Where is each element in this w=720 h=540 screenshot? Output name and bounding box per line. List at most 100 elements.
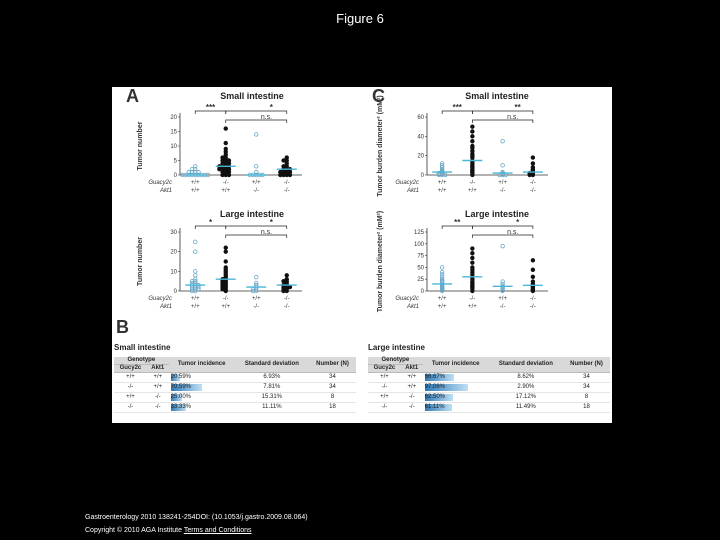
y-tick-label: 60 [417, 115, 424, 121]
data-point [436, 170, 442, 176]
data-point [189, 166, 195, 172]
data-point [500, 243, 505, 249]
data-point [500, 279, 505, 284]
incidence-table-large: Genotype Tumor incidence Standard deviat… [368, 357, 610, 413]
incidence-value: 61.11% [424, 404, 445, 410]
y-tick-label: 0 [421, 173, 425, 179]
data-point [287, 284, 293, 290]
incidence-value: 25.00% [170, 394, 192, 400]
category-gucy2c: -/- [470, 180, 476, 186]
data-point [439, 287, 445, 292]
header-akt1: Akt1 [146, 364, 169, 373]
category-akt1: +/+ [191, 304, 200, 310]
data-point [193, 164, 198, 169]
data-point [284, 161, 289, 166]
cell-gucy2c: +/+ [368, 372, 401, 383]
data-point [439, 278, 445, 283]
data-point [281, 164, 286, 169]
cell-gucy2c: -/- [368, 402, 401, 413]
cell-sd: 11.49% [488, 402, 563, 413]
cell-incidence: 33.33% [168, 402, 235, 413]
significance-bracket [225, 110, 288, 114]
significance-label: * [270, 218, 274, 227]
y-tick-label: 125 [414, 230, 425, 236]
data-point [530, 161, 536, 166]
category-akt1: +/+ [468, 304, 477, 310]
data-point [470, 267, 475, 272]
data-point [470, 272, 475, 277]
data-point [439, 285, 445, 291]
data-point [254, 164, 259, 169]
category-gucy2c: +/+ [252, 180, 261, 186]
cell-incidence: 70.59% [168, 382, 235, 393]
category-gucy2c: +/+ [191, 296, 200, 302]
data-point [500, 163, 505, 168]
incidence-bar [170, 384, 202, 391]
category-akt1: -/- [500, 188, 506, 194]
copyright-text: Copyright © 2010 AGA Institute [85, 527, 182, 534]
y-tick-label: 75 [417, 254, 424, 260]
chart-title: Small intestine [465, 91, 529, 101]
significance-bracket [472, 110, 534, 114]
copyright-line: Copyright © 2010 AGA Institute Terms and… [85, 527, 252, 534]
y-axis-label: Tumor number [137, 121, 144, 170]
cell-sd: 17.12% [488, 392, 563, 403]
genotype-label-gucy2c: Guacy2c [395, 180, 419, 186]
genotype-label-akt1: Akt1 [159, 304, 172, 310]
data-point [226, 172, 232, 178]
cell-incidence: 20.59% [168, 372, 235, 383]
cell-akt1: +/+ [400, 372, 423, 383]
cell-n: 34 [563, 372, 610, 383]
data-point [530, 274, 536, 280]
data-point [223, 140, 228, 146]
data-point [254, 169, 259, 175]
data-point [220, 286, 225, 292]
data-point [254, 132, 259, 137]
category-gucy2c: +/+ [498, 180, 507, 186]
significance-label: ** [515, 103, 522, 112]
table-row: +/+ -/- 62.50% 17.12% 8 [368, 392, 610, 403]
data-point [439, 168, 445, 174]
data-point [220, 172, 225, 178]
data-point [470, 246, 475, 251]
table-row: +/+ +/+ 66.67% 8.62% 34 [368, 372, 610, 383]
data-point [189, 288, 195, 294]
data-point [217, 166, 222, 172]
table-row: -/- +/+ 97.06% 2.90% 34 [368, 382, 610, 393]
category-gucy2c: +/+ [252, 296, 261, 302]
panel-label-a: A [126, 87, 139, 106]
table-row: +/+ -/- 25.00% 15.31% 8 [114, 392, 356, 403]
data-point [470, 251, 475, 256]
data-point [470, 169, 475, 175]
header-incidence: Tumor incidence [422, 357, 489, 373]
cell-gucy2c: +/+ [114, 372, 147, 383]
data-point [250, 288, 256, 294]
data-point [254, 280, 259, 286]
data-point [278, 169, 283, 175]
terms-link[interactable]: Terms and Conditions [183, 527, 252, 534]
category-akt1: +/+ [191, 188, 200, 194]
category-gucy2c: -/- [223, 296, 229, 302]
data-point [223, 267, 228, 272]
ns-label: n.s. [261, 114, 272, 121]
y-tick-label: 10 [170, 144, 177, 150]
table-row: +/+ +/+ 20.59% 6.93% 34 [114, 372, 356, 383]
data-point [530, 166, 536, 172]
cell-incidence: 25.00% [168, 392, 235, 403]
slide-title: Figure 6 [336, 11, 384, 26]
category-akt1: -/- [253, 304, 259, 310]
data-point [470, 134, 475, 139]
cell-n: 34 [309, 382, 356, 393]
y-tick-label: 40 [417, 134, 424, 140]
incidence-value: 33.33% [170, 404, 192, 410]
cell-akt1: +/+ [400, 382, 423, 393]
category-akt1: -/- [530, 188, 536, 194]
incidence-bar [424, 404, 452, 411]
citation-text: Gastroenterology 2010 138241-254DOI: (10… [85, 514, 308, 521]
data-point [470, 255, 475, 261]
cell-gucy2c: -/- [114, 402, 147, 413]
cell-sd: 2.90% [488, 382, 563, 393]
data-point [180, 172, 185, 178]
data-point [223, 259, 228, 264]
y-tick-label: 0 [174, 173, 178, 179]
